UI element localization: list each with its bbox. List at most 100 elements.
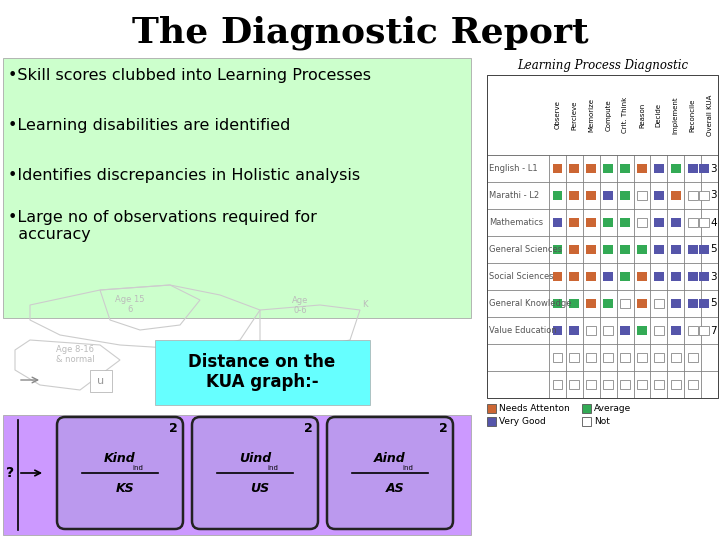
Bar (616, 155, 634, 182)
Bar (667, 209, 684, 236)
Bar (620, 245, 630, 254)
Bar (570, 380, 580, 389)
Bar (650, 263, 667, 290)
Bar (650, 155, 667, 182)
Bar (620, 272, 630, 281)
Bar (701, 209, 718, 236)
Bar (699, 326, 708, 335)
Bar (582, 317, 600, 344)
Bar (603, 245, 613, 254)
Bar (671, 353, 680, 362)
Bar (487, 75, 718, 398)
Bar (600, 263, 616, 290)
Bar (667, 317, 684, 344)
Bar (487, 317, 549, 344)
Text: Not: Not (594, 417, 610, 426)
Bar (654, 245, 664, 254)
Bar (487, 404, 496, 413)
Bar (566, 209, 582, 236)
Bar (603, 326, 613, 335)
Bar (570, 218, 580, 227)
Bar (549, 236, 566, 263)
Bar (552, 326, 562, 335)
Bar (566, 344, 582, 371)
Bar (616, 236, 634, 263)
Bar (570, 191, 580, 200)
Bar (549, 209, 566, 236)
Bar (570, 272, 580, 281)
Bar (582, 290, 600, 317)
Text: Kind: Kind (104, 453, 136, 465)
Bar (654, 218, 664, 227)
Bar (582, 182, 600, 209)
Text: Very Good: Very Good (499, 417, 546, 426)
Text: The Diagnostic Report: The Diagnostic Report (132, 16, 588, 50)
Bar (566, 371, 582, 398)
Bar (603, 299, 613, 308)
Bar (552, 353, 562, 362)
Bar (650, 317, 667, 344)
Bar (671, 326, 680, 335)
Bar (684, 209, 701, 236)
Bar (487, 155, 549, 182)
Text: Learning Process Diagnostic: Learning Process Diagnostic (517, 58, 688, 71)
Bar (620, 353, 630, 362)
Bar (688, 326, 698, 335)
Text: 4: 4 (710, 218, 716, 227)
Bar (600, 182, 616, 209)
Bar (600, 371, 616, 398)
Bar (684, 344, 701, 371)
Bar (650, 236, 667, 263)
Bar (566, 155, 582, 182)
Bar (671, 299, 680, 308)
Bar (570, 299, 580, 308)
Bar (616, 290, 634, 317)
Bar (701, 236, 718, 263)
Bar (600, 290, 616, 317)
Text: 2: 2 (304, 422, 312, 435)
Bar (582, 155, 600, 182)
Bar (487, 371, 549, 398)
Bar (699, 164, 708, 173)
Text: General Sciences: General Sciences (489, 245, 562, 254)
Bar (586, 218, 596, 227)
Bar (701, 155, 718, 182)
Bar (552, 164, 562, 173)
FancyBboxPatch shape (57, 417, 183, 529)
Text: Average: Average (594, 404, 631, 413)
Bar (586, 191, 596, 200)
Bar (699, 218, 708, 227)
Bar (684, 317, 701, 344)
Text: AS: AS (386, 482, 405, 495)
Bar (637, 353, 647, 362)
Bar (701, 317, 718, 344)
Bar (637, 380, 647, 389)
Bar (549, 155, 566, 182)
Bar (637, 299, 647, 308)
Bar (487, 209, 549, 236)
Text: K: K (362, 300, 368, 309)
Bar (616, 371, 634, 398)
Text: •Learning disabilities are identified: •Learning disabilities are identified (8, 118, 290, 133)
Bar (671, 218, 680, 227)
Bar (684, 182, 701, 209)
Text: English - L1: English - L1 (489, 164, 538, 173)
Bar (637, 272, 647, 281)
Bar (654, 326, 664, 335)
Bar (671, 245, 680, 254)
Text: US: US (251, 482, 269, 495)
Bar (549, 344, 566, 371)
Bar (616, 344, 634, 371)
Text: Social Sciences: Social Sciences (489, 272, 554, 281)
Text: Marathi - L2: Marathi - L2 (489, 191, 539, 200)
Text: 3: 3 (710, 191, 716, 200)
Bar (637, 218, 647, 227)
Text: ?: ? (6, 466, 14, 480)
Bar (667, 182, 684, 209)
Bar (603, 380, 613, 389)
Bar (552, 218, 562, 227)
Bar (566, 263, 582, 290)
Text: 3: 3 (710, 164, 716, 173)
Bar (603, 353, 613, 362)
Bar (684, 155, 701, 182)
